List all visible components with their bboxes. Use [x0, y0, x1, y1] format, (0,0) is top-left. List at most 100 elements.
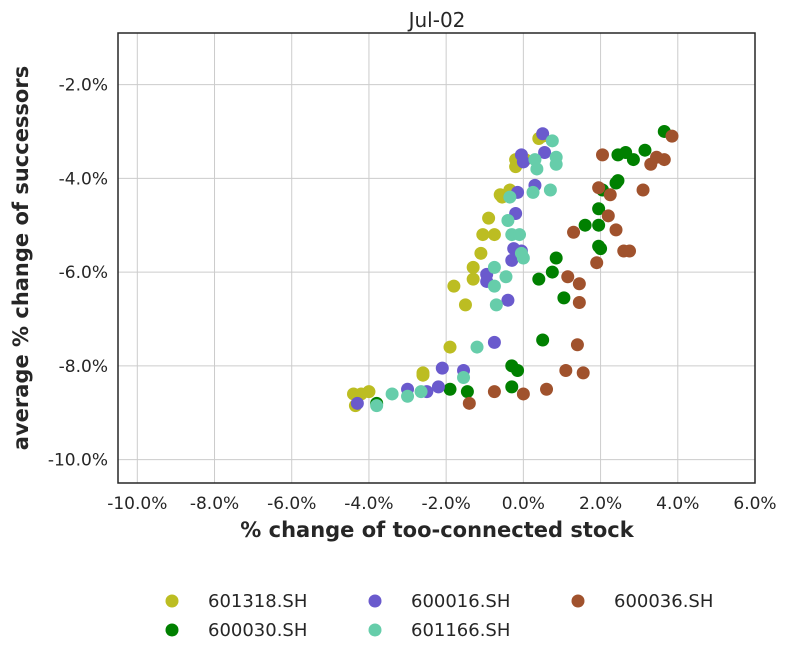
x-tick-label: -6.0% — [267, 494, 316, 514]
y-tick-label: -4.0% — [59, 169, 108, 189]
data-point — [543, 183, 557, 197]
data-point — [549, 251, 563, 265]
data-point — [638, 143, 652, 157]
x-tick-label: 4.0% — [656, 494, 699, 514]
data-point — [435, 361, 449, 375]
data-point — [603, 188, 617, 202]
legend-item: 600030.SH — [165, 620, 307, 641]
data-point — [572, 296, 586, 310]
data-point — [460, 385, 474, 399]
data-point — [487, 279, 501, 293]
data-point — [499, 270, 513, 284]
x-tick-labels: -10.0% -8.0% -6.0% -4.0% -2.0% 0.0% 2.0% 4.0% 6.… — [107, 494, 776, 514]
data-point — [567, 225, 581, 239]
legend-item: 600036.SH — [571, 591, 713, 612]
legend-marker — [571, 594, 585, 608]
data-point — [570, 338, 584, 352]
legend: 601318.SH 600030.SH 600016.SH 601166.SH 6000… — [165, 591, 713, 641]
data-point — [487, 260, 501, 274]
data-point — [576, 366, 590, 380]
data-point — [416, 368, 430, 382]
data-point — [516, 155, 530, 169]
data-point — [636, 183, 650, 197]
data-point — [545, 134, 559, 148]
data-point — [578, 218, 592, 232]
y-axis-label: average % change of successors — [9, 66, 33, 450]
x-tick-label: 6.0% — [733, 494, 776, 514]
series-601166-sh — [370, 134, 563, 413]
data-point — [538, 146, 552, 160]
grid — [118, 33, 756, 483]
y-tick-label: -6.0% — [59, 263, 108, 283]
data-point — [592, 181, 606, 195]
data-point — [572, 277, 586, 291]
data-point — [443, 340, 457, 354]
legend-marker — [368, 623, 382, 637]
data-point — [623, 244, 637, 258]
data-point — [561, 270, 575, 284]
data-point — [466, 272, 480, 286]
data-point — [503, 190, 517, 204]
data-point — [536, 127, 550, 141]
data-point — [592, 202, 606, 216]
data-point — [626, 153, 640, 167]
data-point — [487, 228, 501, 242]
data-point — [401, 389, 415, 403]
data-point — [466, 260, 480, 274]
x-tick-label: 2.0% — [579, 494, 622, 514]
data-point — [470, 340, 484, 354]
x-tick-label: -10.0% — [107, 494, 167, 514]
legend-item: 600016.SH — [368, 591, 510, 612]
legend-label: 600036.SH — [614, 591, 713, 612]
legend-marker — [368, 594, 382, 608]
data-point — [447, 279, 461, 293]
x-tick-label: -2.0% — [421, 494, 470, 514]
x-tick-label: -8.0% — [190, 494, 239, 514]
x-axis-label: % change of too-connected stock — [240, 518, 634, 542]
data-point — [370, 399, 384, 413]
data-point — [487, 385, 501, 399]
data-point — [511, 364, 525, 377]
y-tick-label: -8.0% — [59, 357, 108, 377]
legend-marker — [165, 594, 179, 608]
data-point — [443, 382, 457, 396]
legend-label: 600016.SH — [411, 591, 510, 612]
data-point — [665, 129, 679, 143]
legend-label: 600030.SH — [208, 620, 307, 641]
data-point — [601, 209, 615, 223]
data-point — [462, 396, 476, 410]
y-tick-label: -2.0% — [59, 76, 108, 96]
data-point — [350, 396, 364, 410]
legend-item: 601318.SH — [165, 591, 307, 612]
data-point — [592, 218, 606, 232]
data-point — [609, 223, 623, 237]
data-point — [385, 387, 399, 401]
x-tick-label: -4.0% — [344, 494, 393, 514]
data-point — [536, 333, 550, 347]
data-point — [505, 253, 519, 267]
series-600030-sh — [370, 124, 671, 410]
y-tick-labels: -10.0% -8.0% -6.0% -4.0% -2.0% — [48, 76, 108, 471]
data-point — [457, 371, 471, 385]
data-point — [516, 387, 530, 401]
data-point — [596, 148, 610, 162]
data-point — [487, 335, 501, 349]
data-point — [431, 380, 445, 394]
data-point — [611, 174, 625, 188]
data-point — [505, 380, 519, 394]
data-point — [458, 298, 472, 312]
legend-item: 601166.SH — [368, 620, 510, 641]
series-600036-sh — [462, 129, 679, 410]
data-point — [530, 162, 544, 176]
data-point — [482, 211, 496, 225]
legend-label: 601166.SH — [411, 620, 510, 641]
legend-marker — [165, 623, 179, 637]
y-tick-label: -10.0% — [48, 451, 108, 471]
data-points — [346, 124, 679, 413]
data-point — [414, 385, 428, 399]
data-point — [590, 256, 604, 270]
data-point — [532, 272, 546, 286]
chart-title: Jul-02 — [407, 8, 466, 32]
data-point — [489, 298, 503, 312]
